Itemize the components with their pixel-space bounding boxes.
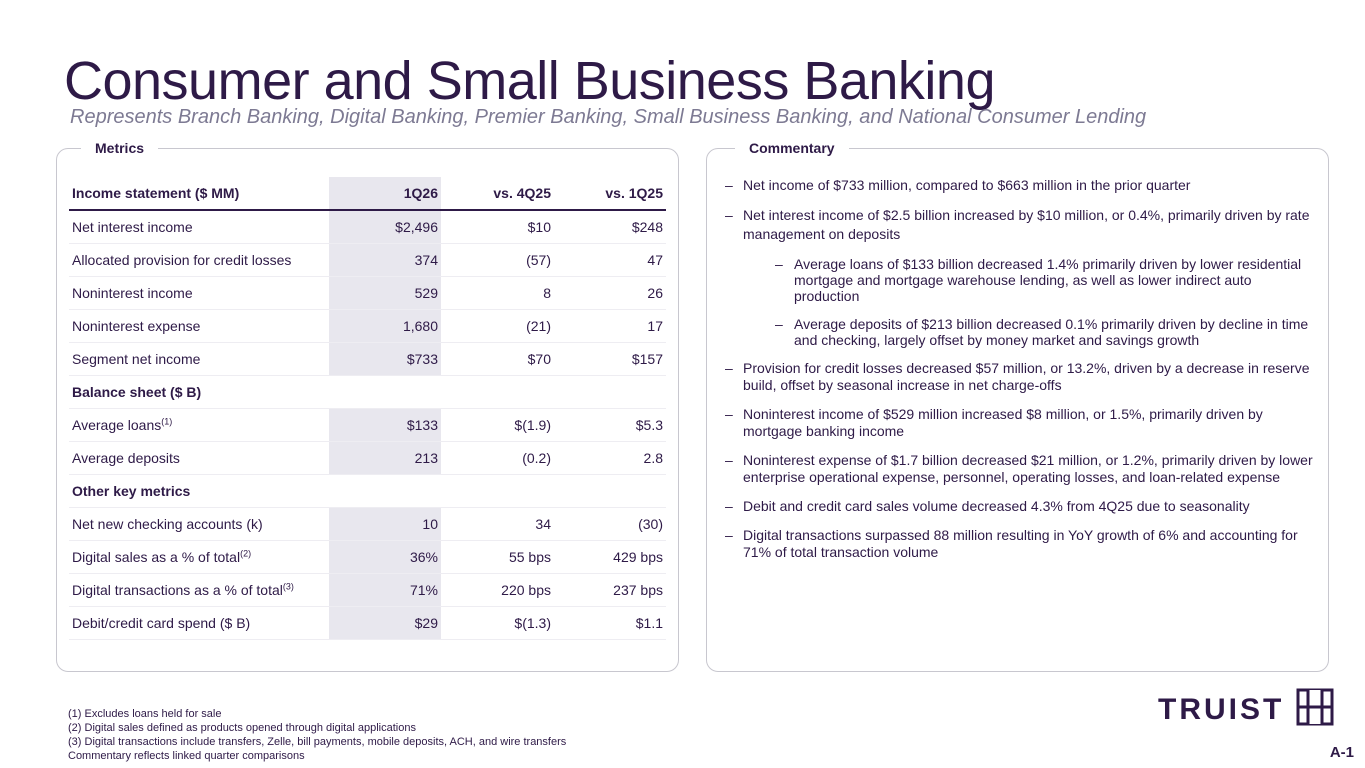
cell-vs-4q25: $(1.9)	[441, 408, 554, 442]
cell-1q26: 529	[329, 276, 441, 310]
cell-vs-4q25: $(1.3)	[441, 606, 554, 640]
commentary-list: Net income of $733 million, compared to …	[725, 177, 1317, 573]
cell-vs-1q25: $5.3	[554, 408, 666, 442]
cell-1q26: 213	[329, 441, 441, 475]
commentary-item: Digital transactions surpassed 88 millio…	[725, 527, 1317, 561]
cell-vs-4q25: 34	[441, 507, 554, 541]
balance-sheet-header: Balance sheet ($ B)	[69, 375, 666, 409]
cell-vs-1q25: $248	[554, 210, 666, 244]
metrics-panel-label: Metrics	[81, 139, 159, 157]
page-subtitle: Represents Branch Banking, Digital Banki…	[70, 106, 1147, 128]
cell-vs-1q25: 429 bps	[554, 540, 666, 574]
column-header: Income statement ($ MM)	[69, 177, 329, 211]
truist-logo: TRUIST	[1158, 688, 1334, 731]
truist-mark-icon	[1296, 688, 1334, 731]
footnote: (2) Digital sales defined as products op…	[68, 722, 416, 734]
commentary-item: Noninterest expense of $1.7 billion decr…	[725, 452, 1317, 486]
cell-1q26: 1,680	[329, 309, 441, 343]
footnote: (1) Excludes loans held for sale	[68, 708, 222, 720]
cell-vs-1q25: 47	[554, 243, 666, 277]
row-label: Digital transactions as a % of total(3)	[69, 573, 329, 607]
page-title: Consumer and Small Business Banking	[64, 51, 995, 111]
table-header-row: Income statement ($ MM) 1Q26 vs. 4Q25 vs…	[69, 177, 666, 211]
table-row: Segment net income $733 $70 $157	[69, 342, 666, 376]
commentary-panel: Commentary Net income of $733 million, c…	[706, 139, 1329, 672]
cell-vs-4q25: (21)	[441, 309, 554, 343]
row-label: Noninterest expense	[69, 309, 329, 343]
cell-vs-4q25: 220 bps	[441, 573, 554, 607]
cell-1q26: $29	[329, 606, 441, 640]
table-row: Debit/credit card spend ($ B) $29 $(1.3)…	[69, 606, 666, 640]
cell-1q26: $733	[329, 342, 441, 376]
cell-vs-4q25: $70	[441, 342, 554, 376]
cell-vs-4q25: 55 bps	[441, 540, 554, 574]
commentary-item: Net interest income of $2.5 billion incr…	[725, 206, 1317, 244]
section-header-row: Balance sheet ($ B)	[69, 375, 666, 409]
table-row: Average loans(1) $133 $(1.9) $5.3	[69, 408, 666, 442]
footnote: Commentary reflects linked quarter compa…	[68, 750, 305, 762]
row-label: Allocated provision for credit losses	[69, 243, 329, 277]
column-header: vs. 1Q25	[554, 177, 666, 211]
logo-text: TRUIST	[1158, 692, 1285, 726]
cell-1q26: 10	[329, 507, 441, 541]
table-row: Net interest income $2,496 $10 $248	[69, 210, 666, 244]
cell-vs-1q25: 237 bps	[554, 573, 666, 607]
row-label: Debit/credit card spend ($ B)	[69, 606, 329, 640]
cell-1q26: $2,496	[329, 210, 441, 244]
column-header: vs. 4Q25	[441, 177, 554, 211]
cell-1q26: 374	[329, 243, 441, 277]
cell-vs-1q25: $157	[554, 342, 666, 376]
row-label: Segment net income	[69, 342, 329, 376]
row-label: Net new checking accounts (k)	[69, 507, 329, 541]
cell-vs-1q25: 17	[554, 309, 666, 343]
commentary-item: Net income of $733 million, compared to …	[725, 177, 1317, 194]
cell-1q26: 71%	[329, 573, 441, 607]
footnote-ref: (2)	[240, 547, 252, 558]
table-row: Digital sales as a % of total(2) 36% 55 …	[69, 540, 666, 574]
table-row: Net new checking accounts (k) 10 34 (30)	[69, 507, 666, 541]
cell-1q26: $133	[329, 408, 441, 442]
commentary-item: Debit and credit card sales volume decre…	[725, 498, 1317, 515]
commentary-subitem: Average loans of $133 billion decreased …	[775, 256, 1317, 304]
page-number: A-1	[1329, 744, 1354, 761]
commentary-item: Noninterest income of $529 million incre…	[725, 406, 1317, 440]
table-row: Allocated provision for credit losses 37…	[69, 243, 666, 277]
section-header-row: Other key metrics	[69, 474, 666, 508]
cell-vs-4q25: (57)	[441, 243, 554, 277]
row-label-text: Average loans	[72, 416, 162, 433]
footnote-ref: (3)	[282, 580, 294, 591]
table-row: Noninterest expense 1,680 (21) 17	[69, 309, 666, 343]
table-row: Noninterest income 529 8 26	[69, 276, 666, 310]
other-metrics-header: Other key metrics	[69, 474, 666, 508]
metrics-panel: Metrics Income statement ($ MM) 1Q26 vs.…	[56, 139, 679, 672]
metrics-table: Income statement ($ MM) 1Q26 vs. 4Q25 vs…	[69, 177, 666, 640]
cell-vs-1q25: (30)	[554, 507, 666, 541]
cell-vs-1q25: 26	[554, 276, 666, 310]
footnotes: (1) Excludes loans held for sale (2) Dig…	[68, 707, 566, 763]
row-label-text: Digital sales as a % of total	[72, 548, 241, 565]
cell-vs-1q25: $1.1	[554, 606, 666, 640]
row-label-text: Digital transactions as a % of total	[72, 581, 283, 598]
commentary-subitem: Average deposits of $213 billion decreas…	[775, 316, 1317, 348]
table-row: Average deposits 213 (0.2) 2.8	[69, 441, 666, 475]
cell-vs-1q25: 2.8	[554, 441, 666, 475]
cell-vs-4q25: 8	[441, 276, 554, 310]
cell-1q26: 36%	[329, 540, 441, 574]
commentary-panel-label: Commentary	[735, 139, 849, 157]
cell-vs-4q25: $10	[441, 210, 554, 244]
row-label: Digital sales as a % of total(2)	[69, 540, 329, 574]
commentary-item: Provision for credit losses decreased $5…	[725, 360, 1317, 394]
row-label: Noninterest income	[69, 276, 329, 310]
footnote: (3) Digital transactions include transfe…	[68, 736, 567, 748]
table-row: Digital transactions as a % of total(3) …	[69, 573, 666, 607]
row-label: Net interest income	[69, 210, 329, 244]
footnote-ref: (1)	[161, 415, 173, 426]
row-label: Average deposits	[69, 441, 329, 475]
column-header: 1Q26	[329, 177, 441, 211]
row-label: Average loans(1)	[69, 408, 329, 442]
cell-vs-4q25: (0.2)	[441, 441, 554, 475]
